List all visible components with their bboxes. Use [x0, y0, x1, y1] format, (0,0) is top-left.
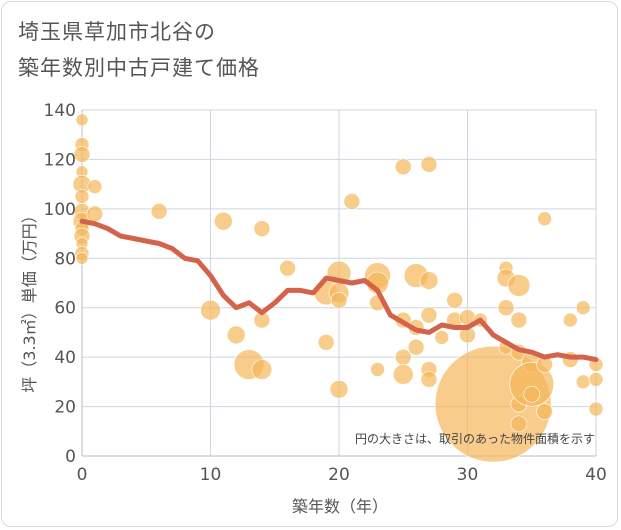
scatter-point	[420, 371, 438, 388]
scatter-point	[86, 205, 104, 223]
x-axis-ticks: 0 10 20 30 40	[77, 465, 607, 485]
x-tick-label: 20	[328, 465, 350, 485]
y-tick-label: 0	[65, 447, 76, 467]
scatter-point	[536, 403, 553, 420]
y-axis-ticks: 0 20 40 60 80 100 120 140	[44, 101, 76, 467]
scatter-point	[394, 348, 412, 366]
y-tick-label: 120	[44, 150, 76, 170]
chart-title-line1: 埼玉県草加市北谷の	[18, 20, 216, 44]
scatter-point	[588, 401, 604, 417]
scatter-point	[370, 362, 385, 377]
scatter-point	[509, 362, 555, 407]
y-tick-label: 60	[54, 299, 76, 319]
scatter-point	[343, 193, 361, 210]
scatter-point	[407, 338, 425, 356]
chart-title: 埼玉県草加市北谷の 築年数別中古戸建て価格	[18, 14, 260, 86]
x-tick-label: 10	[200, 465, 222, 485]
scatter-point	[317, 334, 335, 351]
bubble-layer	[72, 113, 604, 463]
trend-line	[79, 218, 599, 363]
scatter-point	[73, 146, 91, 163]
scatter-point	[419, 271, 439, 290]
y-tick-label: 20	[54, 398, 76, 418]
scatter-point	[523, 385, 541, 403]
x-tick-label: 0	[77, 465, 88, 485]
scatter-point	[74, 189, 90, 204]
scatter-point	[562, 312, 578, 328]
scatter-point	[497, 299, 515, 317]
scatter-point	[200, 299, 221, 321]
chart-title-line2: 築年数別中古戸建て価格	[18, 56, 260, 80]
scatter-point	[420, 156, 438, 173]
scatter-point	[434, 330, 450, 345]
scatter-point	[575, 300, 591, 316]
y-axis-label: 坪（3.3㎡）単価（万円）	[20, 207, 39, 392]
x-axis-label: 築年数（年）	[292, 497, 388, 516]
scatter-point	[420, 306, 438, 324]
scatter-point	[510, 415, 528, 433]
scatter-point	[575, 374, 591, 390]
x-tick-label: 40	[585, 465, 607, 485]
scatter-point	[507, 274, 531, 297]
scatter-point	[588, 372, 604, 387]
scatter-point	[75, 251, 89, 265]
scatter-point	[392, 364, 414, 385]
y-tick-label: 40	[54, 348, 76, 368]
scatter-point	[253, 220, 271, 237]
scatter-point	[226, 325, 246, 345]
y-tick-label: 140	[44, 101, 76, 121]
scatter-point	[394, 158, 412, 176]
size-note: 円の大きさは、取引のあった物件面積を示す	[355, 431, 595, 446]
scatter-point	[214, 211, 233, 231]
y-tick-label: 80	[54, 249, 76, 269]
scatter-point	[446, 291, 463, 309]
scatter-point	[537, 211, 552, 227]
scatter-point	[279, 259, 296, 277]
scatter-point	[330, 291, 348, 309]
scatter-point	[150, 203, 168, 220]
x-tick-label: 30	[457, 465, 479, 485]
scatter-point	[87, 179, 103, 194]
scatter-point	[75, 113, 89, 127]
y-tick-label: 100	[44, 200, 76, 220]
scatter-point	[329, 379, 349, 399]
scatter-point	[510, 311, 528, 329]
scatter-point	[251, 359, 273, 380]
